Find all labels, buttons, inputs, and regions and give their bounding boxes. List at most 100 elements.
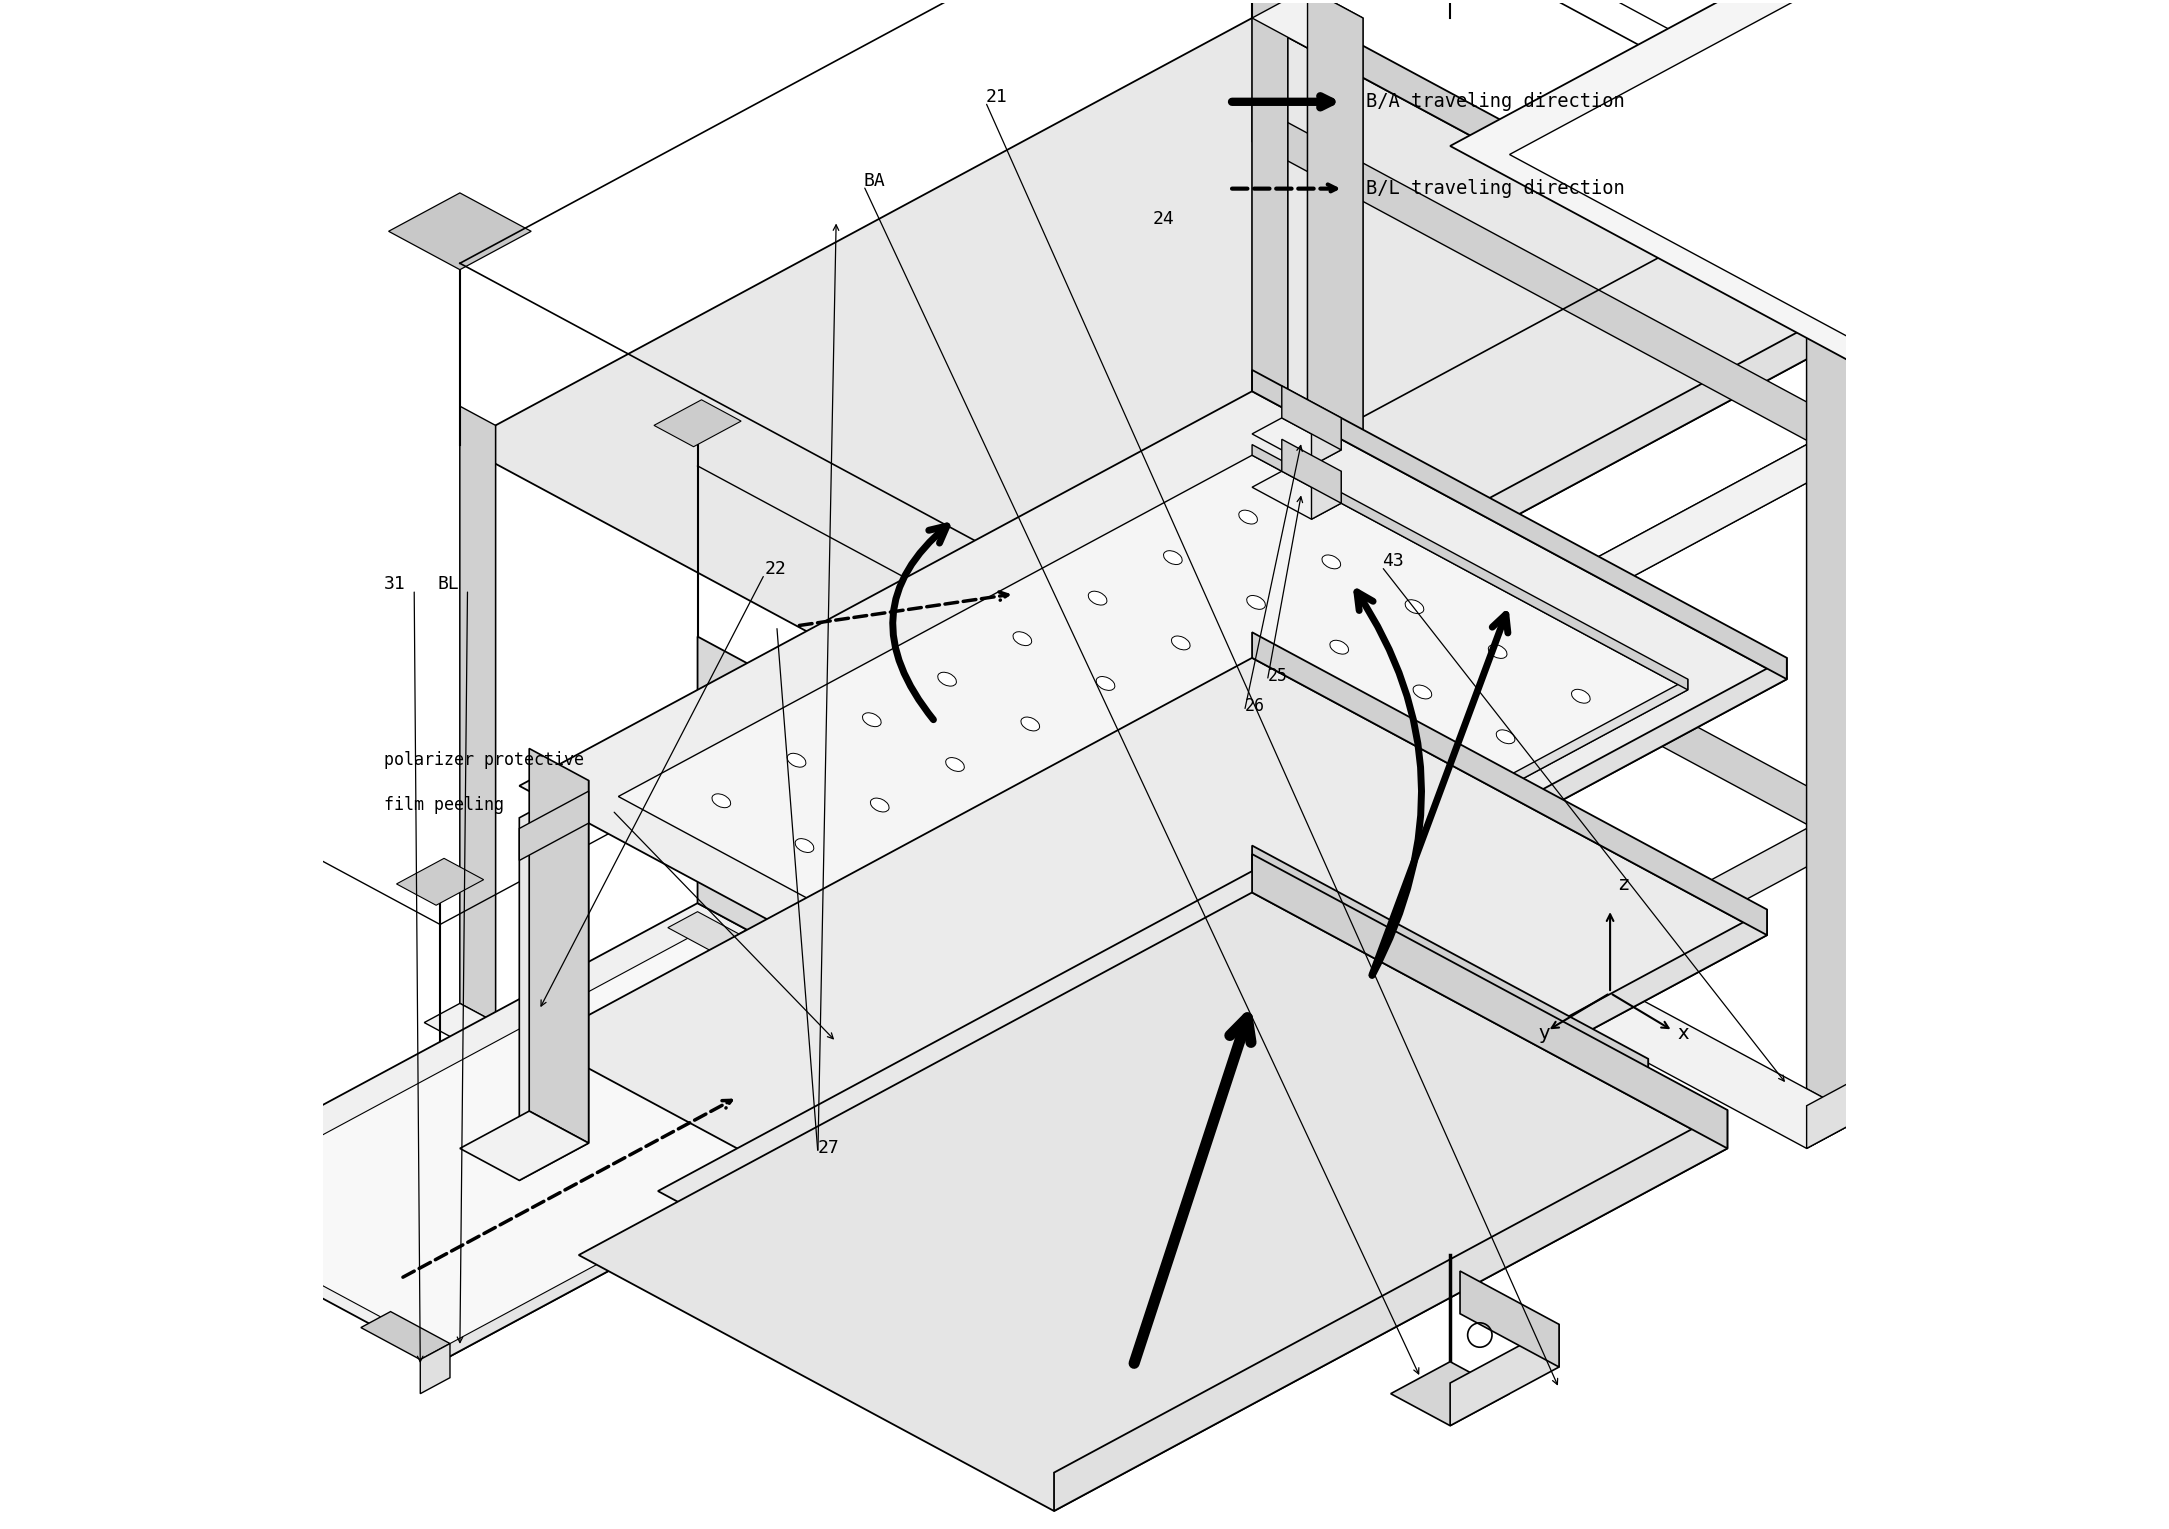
Ellipse shape bbox=[870, 798, 889, 812]
Polygon shape bbox=[1510, 0, 2169, 358]
Polygon shape bbox=[182, 928, 965, 1349]
Polygon shape bbox=[1833, 11, 1939, 69]
Polygon shape bbox=[1252, 471, 1340, 520]
Ellipse shape bbox=[961, 928, 980, 942]
Polygon shape bbox=[579, 893, 1727, 1511]
Polygon shape bbox=[421, 1344, 449, 1393]
Polygon shape bbox=[1846, 300, 1883, 916]
Polygon shape bbox=[1308, 18, 1362, 879]
Ellipse shape bbox=[1104, 761, 1124, 775]
Text: film peeling: film peeling bbox=[384, 797, 503, 815]
Polygon shape bbox=[698, 636, 996, 1063]
Polygon shape bbox=[1807, 1076, 1861, 1148]
Polygon shape bbox=[440, 797, 996, 1362]
Text: B/A traveling direction: B/A traveling direction bbox=[1366, 92, 1625, 112]
Ellipse shape bbox=[1045, 972, 1063, 986]
Text: 26: 26 bbox=[1245, 697, 1265, 716]
Polygon shape bbox=[1308, 850, 1861, 1148]
Polygon shape bbox=[460, 1112, 588, 1180]
Ellipse shape bbox=[1013, 631, 1032, 645]
Polygon shape bbox=[425, 1003, 495, 1041]
Polygon shape bbox=[143, 904, 996, 1362]
Text: x: x bbox=[1677, 1024, 1690, 1043]
Polygon shape bbox=[1019, 1323, 1089, 1362]
Ellipse shape bbox=[1330, 641, 1349, 654]
Polygon shape bbox=[1054, 745, 1089, 1362]
Polygon shape bbox=[1054, 1058, 1648, 1404]
Text: 27: 27 bbox=[818, 1139, 839, 1157]
Polygon shape bbox=[1807, 257, 1861, 1119]
Polygon shape bbox=[1282, 439, 1340, 503]
Ellipse shape bbox=[1095, 676, 1115, 691]
Polygon shape bbox=[1811, 896, 1883, 936]
Ellipse shape bbox=[1186, 807, 1206, 821]
Ellipse shape bbox=[1271, 852, 1288, 865]
Polygon shape bbox=[1774, 86, 1917, 164]
Polygon shape bbox=[460, 425, 495, 1041]
Polygon shape bbox=[1054, 424, 1846, 888]
Text: 22: 22 bbox=[766, 560, 787, 578]
Polygon shape bbox=[388, 193, 531, 269]
Polygon shape bbox=[460, 407, 495, 1023]
Ellipse shape bbox=[1119, 933, 1139, 946]
Polygon shape bbox=[1390, 1362, 1510, 1425]
Polygon shape bbox=[1252, 488, 1846, 846]
Ellipse shape bbox=[1113, 847, 1130, 861]
Ellipse shape bbox=[1089, 592, 1106, 605]
Ellipse shape bbox=[954, 842, 972, 856]
Text: 43: 43 bbox=[1382, 552, 1403, 570]
Polygon shape bbox=[460, 18, 1846, 764]
Ellipse shape bbox=[946, 757, 965, 772]
Polygon shape bbox=[618, 456, 1687, 1031]
Ellipse shape bbox=[1406, 599, 1423, 613]
Polygon shape bbox=[1885, 0, 2169, 381]
Polygon shape bbox=[1252, 633, 1768, 936]
Polygon shape bbox=[655, 399, 742, 446]
Polygon shape bbox=[518, 790, 588, 861]
Polygon shape bbox=[1451, 0, 2169, 381]
Ellipse shape bbox=[1345, 810, 1364, 824]
Polygon shape bbox=[100, 699, 187, 745]
Polygon shape bbox=[1985, 0, 2169, 93]
Polygon shape bbox=[1252, 0, 1288, 596]
Ellipse shape bbox=[1338, 726, 1356, 740]
Polygon shape bbox=[1252, 104, 1846, 462]
Ellipse shape bbox=[1238, 511, 1258, 524]
Polygon shape bbox=[1217, 576, 1288, 615]
Ellipse shape bbox=[1022, 717, 1039, 731]
Polygon shape bbox=[1308, 0, 1362, 850]
Ellipse shape bbox=[1573, 690, 1590, 703]
Polygon shape bbox=[1054, 679, 1687, 1031]
Ellipse shape bbox=[1254, 680, 1273, 694]
Polygon shape bbox=[950, 560, 1039, 607]
Ellipse shape bbox=[787, 754, 807, 768]
Ellipse shape bbox=[1180, 722, 1197, 735]
Ellipse shape bbox=[1321, 555, 1340, 569]
Polygon shape bbox=[529, 749, 588, 1144]
Polygon shape bbox=[1252, 846, 1648, 1084]
Polygon shape bbox=[1460, 1271, 1560, 1367]
Text: B/L traveling direction: B/L traveling direction bbox=[1366, 179, 1625, 199]
Ellipse shape bbox=[1163, 550, 1182, 564]
Polygon shape bbox=[1807, 287, 1861, 1148]
Text: y: y bbox=[1538, 1024, 1551, 1043]
Ellipse shape bbox=[1412, 685, 1432, 699]
Ellipse shape bbox=[1247, 595, 1265, 610]
Text: 21: 21 bbox=[985, 87, 1006, 106]
Ellipse shape bbox=[1171, 636, 1191, 650]
Text: 24: 24 bbox=[1154, 209, 1176, 228]
Polygon shape bbox=[518, 391, 1787, 1073]
Polygon shape bbox=[1252, 855, 1727, 1148]
Text: polarizer protective: polarizer protective bbox=[384, 751, 583, 769]
Polygon shape bbox=[1312, 471, 1340, 520]
Ellipse shape bbox=[1421, 771, 1440, 784]
Polygon shape bbox=[1019, 442, 1846, 888]
Polygon shape bbox=[1252, 0, 1362, 47]
Polygon shape bbox=[1252, 0, 1846, 338]
Polygon shape bbox=[1846, 318, 1883, 936]
Polygon shape bbox=[1451, 1324, 1560, 1425]
Polygon shape bbox=[1252, 445, 1687, 690]
Polygon shape bbox=[1312, 417, 1340, 466]
Text: 25: 25 bbox=[1267, 667, 1288, 685]
Text: 31: 31 bbox=[384, 575, 406, 593]
